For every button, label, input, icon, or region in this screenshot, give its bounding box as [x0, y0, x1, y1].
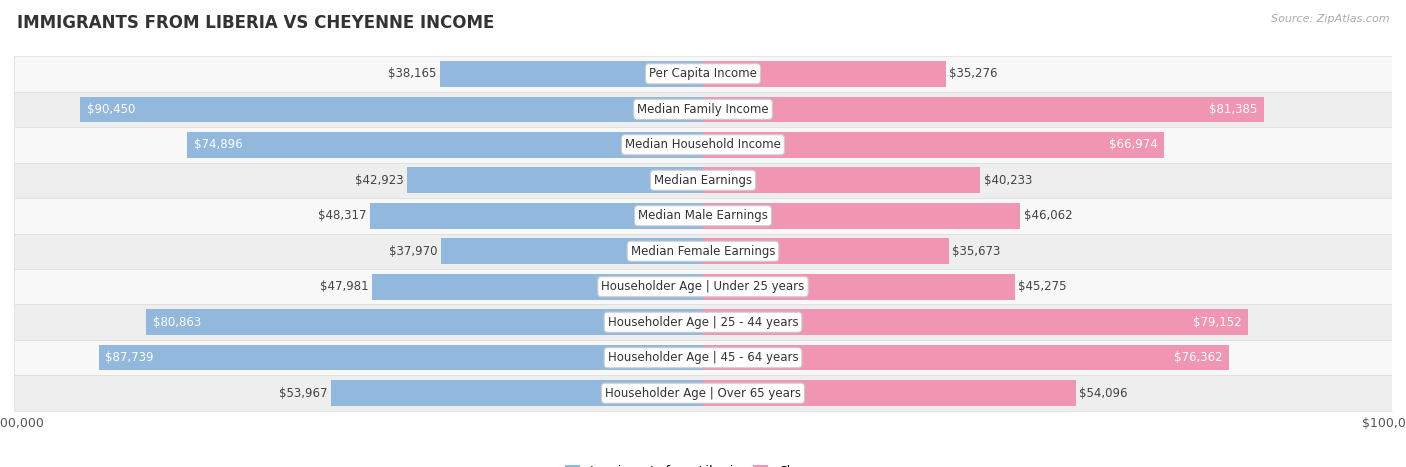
Text: $87,739: $87,739: [105, 351, 153, 364]
Bar: [703, 97, 1264, 122]
Text: $79,152: $79,152: [1192, 316, 1241, 329]
Text: $54,096: $54,096: [1080, 387, 1128, 400]
Bar: [14, 304, 1392, 340]
Bar: [14, 340, 1392, 375]
Text: Householder Age | 25 - 44 years: Householder Age | 25 - 44 years: [607, 316, 799, 329]
Text: $48,317: $48,317: [318, 209, 367, 222]
Text: IMMIGRANTS FROM LIBERIA VS CHEYENNE INCOME: IMMIGRANTS FROM LIBERIA VS CHEYENNE INCO…: [17, 14, 495, 32]
Bar: [440, 61, 703, 86]
Text: $74,896: $74,896: [194, 138, 242, 151]
Text: $38,165: $38,165: [388, 67, 437, 80]
Bar: [703, 132, 1164, 157]
Text: $35,276: $35,276: [949, 67, 998, 80]
Text: Householder Age | 45 - 64 years: Householder Age | 45 - 64 years: [607, 351, 799, 364]
Bar: [14, 269, 1392, 304]
Text: $35,673: $35,673: [952, 245, 1001, 258]
Text: $53,967: $53,967: [280, 387, 328, 400]
Bar: [703, 381, 1076, 406]
Bar: [14, 198, 1392, 234]
Text: $42,923: $42,923: [356, 174, 404, 187]
Text: $76,362: $76,362: [1174, 351, 1222, 364]
Text: $45,275: $45,275: [1018, 280, 1067, 293]
Text: $47,981: $47,981: [321, 280, 368, 293]
Text: $37,970: $37,970: [389, 245, 437, 258]
Text: Median Family Income: Median Family Income: [637, 103, 769, 116]
Bar: [14, 375, 1392, 411]
Bar: [370, 203, 703, 228]
Bar: [703, 168, 980, 193]
Bar: [14, 127, 1392, 163]
Text: $40,233: $40,233: [984, 174, 1032, 187]
Bar: [408, 168, 703, 193]
Bar: [14, 234, 1392, 269]
Text: Per Capita Income: Per Capita Income: [650, 67, 756, 80]
Bar: [332, 381, 703, 406]
Bar: [703, 61, 946, 86]
Bar: [14, 92, 1392, 127]
Text: Householder Age | Over 65 years: Householder Age | Over 65 years: [605, 387, 801, 400]
Bar: [187, 132, 703, 157]
Text: Householder Age | Under 25 years: Householder Age | Under 25 years: [602, 280, 804, 293]
Bar: [98, 345, 703, 370]
Text: Median Earnings: Median Earnings: [654, 174, 752, 187]
Text: Median Female Earnings: Median Female Earnings: [631, 245, 775, 258]
Text: $46,062: $46,062: [1024, 209, 1073, 222]
Text: Median Male Earnings: Median Male Earnings: [638, 209, 768, 222]
Text: Median Household Income: Median Household Income: [626, 138, 780, 151]
Bar: [703, 310, 1249, 335]
Text: $81,385: $81,385: [1209, 103, 1257, 116]
Bar: [14, 163, 1392, 198]
Bar: [703, 274, 1015, 299]
Text: $90,450: $90,450: [87, 103, 135, 116]
Bar: [14, 56, 1392, 92]
Text: $66,974: $66,974: [1109, 138, 1157, 151]
Legend: Immigrants from Liberia, Cheyenne: Immigrants from Liberia, Cheyenne: [560, 460, 846, 467]
Bar: [373, 274, 703, 299]
Text: $80,863: $80,863: [153, 316, 201, 329]
Bar: [703, 203, 1021, 228]
Bar: [80, 97, 703, 122]
Bar: [441, 239, 703, 264]
Bar: [146, 310, 703, 335]
Bar: [703, 345, 1229, 370]
Bar: [703, 239, 949, 264]
Text: Source: ZipAtlas.com: Source: ZipAtlas.com: [1271, 14, 1389, 24]
